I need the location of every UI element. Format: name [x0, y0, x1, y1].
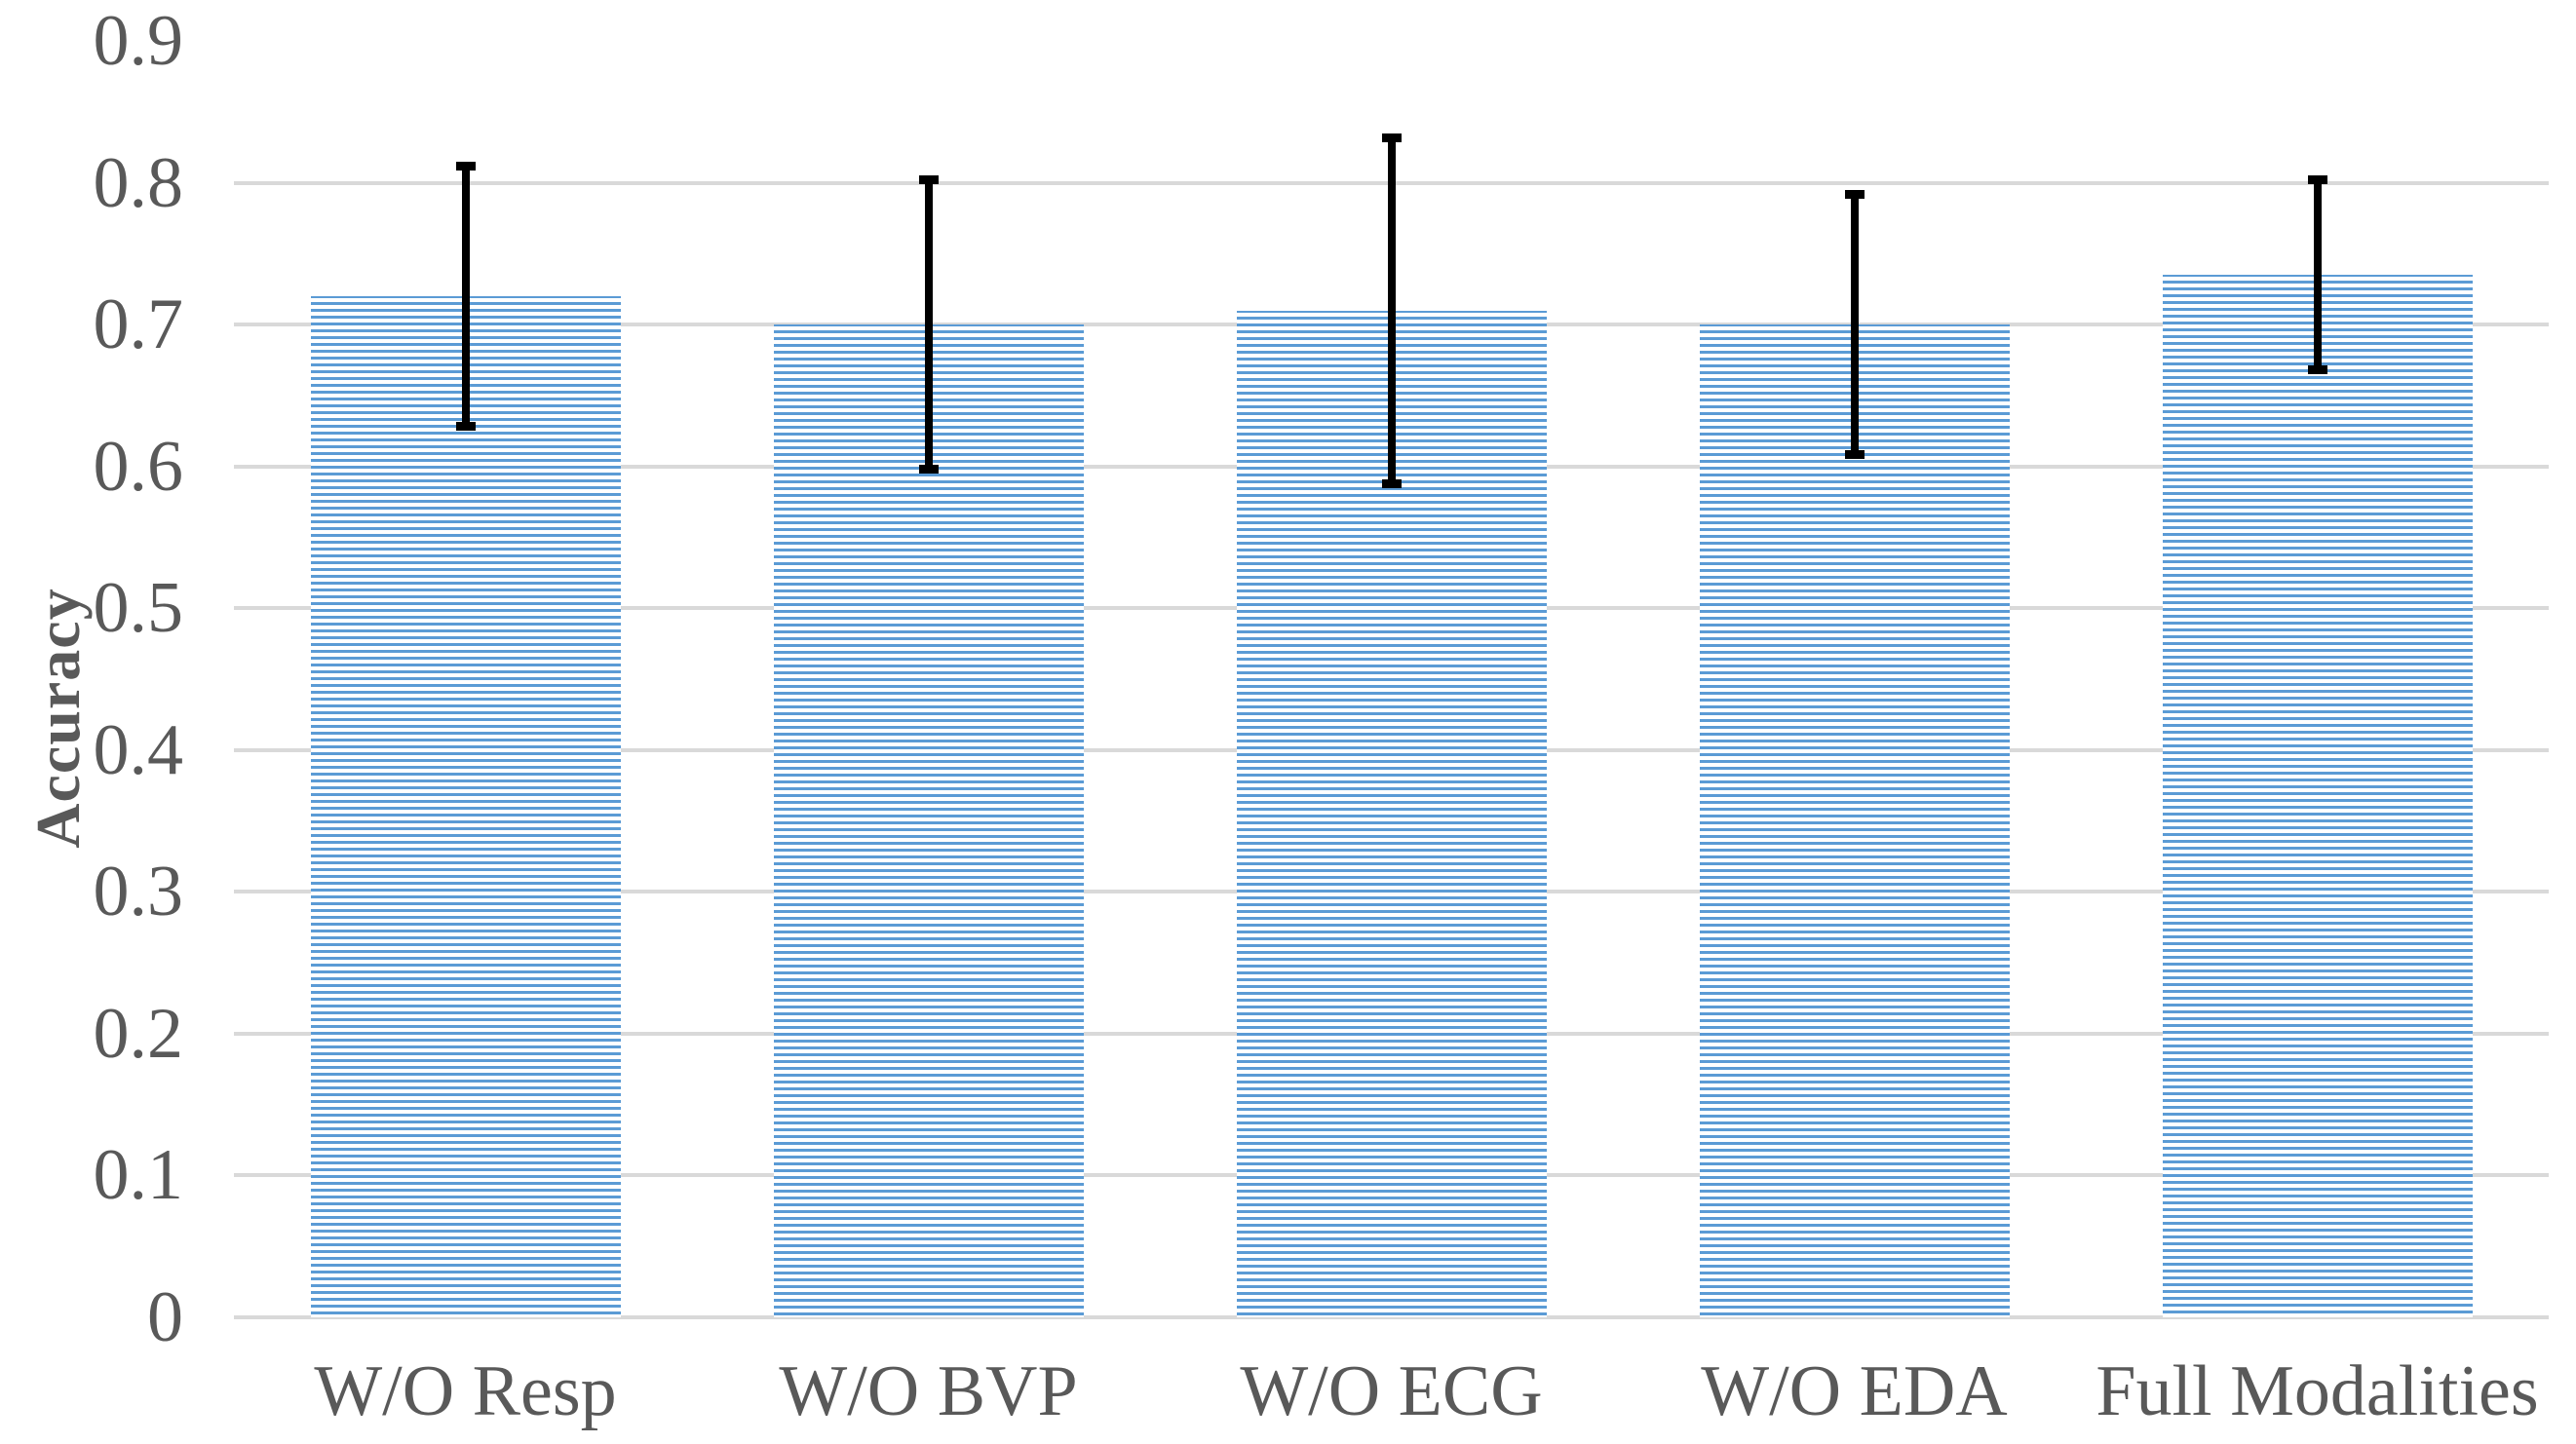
error-bar-cap-bottom	[918, 464, 939, 474]
x-category-label: Full Modalities	[2095, 1351, 2539, 1431]
y-tick-label: 0.9	[93, 1, 184, 81]
y-tick-label: 0.4	[93, 709, 184, 790]
error-bar-cap-top	[1844, 189, 1865, 199]
y-tick-label: 0.6	[93, 426, 184, 507]
error-bar-line	[924, 175, 933, 474]
bar-w-o-resp	[310, 296, 621, 1317]
x-axis-line	[234, 1315, 2549, 1319]
bar-w-o-bvp	[773, 324, 1084, 1317]
y-tick-label: 0.1	[93, 1135, 184, 1216]
y-tick-label: 0.7	[93, 285, 184, 365]
error-bar-line	[2313, 175, 2322, 375]
x-category-label: W/O BVP	[779, 1351, 1078, 1431]
x-category-label: W/O EDA	[1701, 1351, 2008, 1431]
y-tick-label: 0.2	[93, 993, 184, 1074]
error-bar-cap-bottom	[1844, 450, 1865, 460]
error-bar-cap-bottom	[1381, 478, 1402, 488]
error-bar-cap-top	[918, 175, 939, 185]
y-tick-label: 0	[147, 1277, 183, 1357]
error-bar-cap-bottom	[455, 422, 476, 432]
y-tick-label: 0.5	[93, 568, 184, 649]
error-bar-line	[461, 161, 470, 432]
error-bar-cap-bottom	[2307, 365, 2327, 375]
x-category-label: W/O Resp	[314, 1351, 617, 1431]
error-bar-cap-top	[455, 161, 476, 171]
error-bar-line	[1850, 189, 1859, 460]
error-bar-cap-top	[2307, 175, 2327, 185]
y-tick-label: 0.8	[93, 142, 184, 223]
error-bar-cap-top	[1381, 133, 1402, 142]
error-bar-line	[1387, 133, 1396, 488]
bar-full-modalities	[2162, 275, 2473, 1317]
bar-w-o-eda	[1699, 324, 2010, 1317]
x-category-label: W/O ECG	[1240, 1351, 1543, 1431]
y-tick-label: 0.3	[93, 852, 184, 932]
